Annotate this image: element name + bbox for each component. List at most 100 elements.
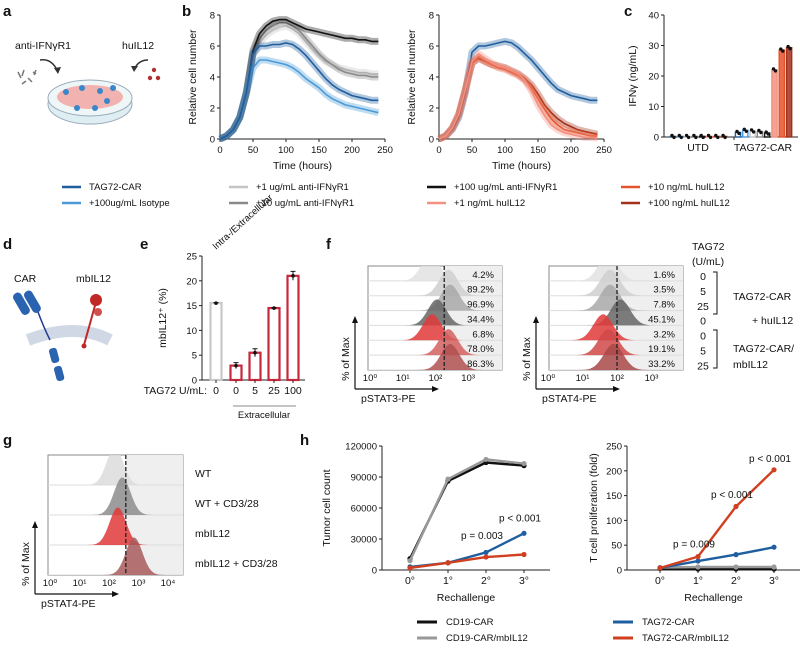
huil12-label: huIL12 [122, 40, 154, 52]
bracket [713, 271, 718, 315]
series-line-3 [438, 52, 598, 140]
data-point [771, 544, 777, 550]
data-point [272, 306, 276, 310]
x-tick-label: 2° [731, 575, 741, 587]
y-tick-label: 6 [429, 42, 434, 53]
y-tick-label: 2 [429, 104, 434, 115]
x-tick-label: 250 [596, 145, 612, 156]
histogram-4 [549, 314, 683, 341]
group-label: Extracellular [238, 410, 290, 421]
series-line-1 [659, 565, 774, 569]
gate-percent: 4.2% [472, 270, 494, 281]
x-tick-label: 10⁰ [43, 578, 58, 589]
histogram-5 [549, 329, 683, 356]
bar-fill [786, 47, 792, 138]
y-tick-label: 20 [648, 72, 659, 83]
x-tick-label: 50 [467, 145, 478, 156]
key-value: 5 [700, 286, 706, 298]
cytokine-icon [147, 67, 161, 81]
y-tick-label: 150 [606, 491, 622, 502]
data-point [521, 551, 527, 558]
data-point [291, 274, 295, 278]
histogram-6 [368, 344, 502, 370]
y-tick-label: 120000 [345, 442, 377, 453]
x-tick-label: UTD [687, 142, 709, 154]
gate-percent: 7.8% [653, 300, 675, 311]
series-line-0 [408, 461, 525, 560]
histogram-rows [48, 455, 183, 575]
legend-label: +1 ng/mL huIL12 [454, 198, 525, 209]
row-label: WT + CD3/28 [195, 498, 259, 510]
data-point [771, 467, 777, 473]
antibody-icon [17, 69, 37, 85]
data-point [733, 564, 739, 570]
panel-label-f: f [326, 236, 332, 253]
x-axis-title: Rechallenge [684, 592, 743, 604]
x-axis-title: Rechallenge [437, 592, 496, 604]
data-point [214, 301, 218, 305]
y-tick-label: 50 [611, 541, 622, 552]
x-tick-label: 0 [436, 145, 441, 156]
bar [267, 306, 281, 382]
histogram-0 [549, 266, 683, 281]
y-tick-label: 30000 [351, 535, 377, 546]
bar-fill [779, 50, 785, 138]
legend-label: +10 ng/mL huIL12 [648, 182, 725, 193]
legend-label: +100ug/mL Isotype [89, 198, 170, 209]
gate-percent: 6.8% [472, 329, 494, 340]
key-value: 0 [700, 331, 706, 343]
x-tick-label: 1° [443, 575, 453, 587]
legend-b: TAG72-CAR +100ug/mL Isotype +1 ug/mL anti-… [62, 182, 730, 209]
gate-percent: 89.2% [467, 285, 494, 296]
series-line-0 [219, 25, 379, 140]
key-group-label: mbIL12 [733, 359, 768, 371]
y-tick-label: 20 [186, 276, 197, 287]
data-point [253, 350, 257, 355]
legend-label: TAG72-CAR [89, 182, 142, 193]
histogram-5 [368, 329, 502, 356]
chart-b-left: 0 2 4 6 8 Relative cell number 0 50 100 150 200 250… [187, 11, 393, 173]
arrow-head-icon [432, 386, 439, 392]
x-axis-title: pSTAT4-PE [41, 598, 95, 610]
x-tick-label: 1° [693, 575, 703, 587]
x-tick-label: 10³ [461, 373, 475, 384]
x-tick-label: 100 [497, 145, 513, 156]
gate-percent: 3.5% [653, 285, 675, 296]
y-tick-label: 90000 [351, 473, 377, 484]
data-point [733, 552, 739, 558]
histogram-3 [549, 299, 683, 326]
arrow-head-icon [32, 521, 38, 528]
series-line-4 [219, 42, 379, 140]
gate-percent: 86.3% [467, 359, 494, 370]
data-point [483, 549, 489, 556]
y-tick-label: 0 [192, 376, 197, 387]
x-tick-label: 50 [248, 145, 259, 156]
x-axis-title: pSTAT3-PE [361, 393, 415, 405]
series-line-1 [408, 458, 525, 562]
p-value-label: p = 0.003 [461, 531, 503, 542]
y-tick-label: 250 [606, 442, 622, 453]
histogram-6 [549, 344, 683, 370]
bar [248, 351, 262, 382]
y-tick-label: 0 [617, 566, 622, 577]
mbil12-icon [81, 294, 102, 349]
y-axis-title: IFNγ (ng/mL) [627, 45, 639, 106]
y-axis-title: % of Max [521, 336, 533, 381]
x-tick-label: 10³ [645, 373, 659, 384]
x-axis-title: TAG72 U/mL: [144, 385, 207, 397]
x-tick-label: 0° [405, 575, 415, 587]
data-point [737, 131, 741, 136]
legend-label: +1 ug/mL anti-IFNγR1 [256, 182, 349, 193]
car-icon [12, 290, 65, 382]
data-point [445, 476, 451, 482]
series-line-3 [659, 468, 775, 570]
data-point [716, 135, 720, 140]
chart-e: 0 5 10 15 20 25 mbIL12⁺ (%) 0 0 5 25 100 TAG72 U/mL:… [144, 192, 305, 421]
panel-d-schematic: CAR mbIL12 [12, 273, 113, 382]
x-tick-label: 3° [519, 575, 529, 587]
data-point [695, 564, 701, 570]
data-point [723, 135, 727, 140]
data-point [234, 363, 238, 368]
data-point [788, 46, 792, 51]
arrow-head-icon [112, 591, 119, 597]
